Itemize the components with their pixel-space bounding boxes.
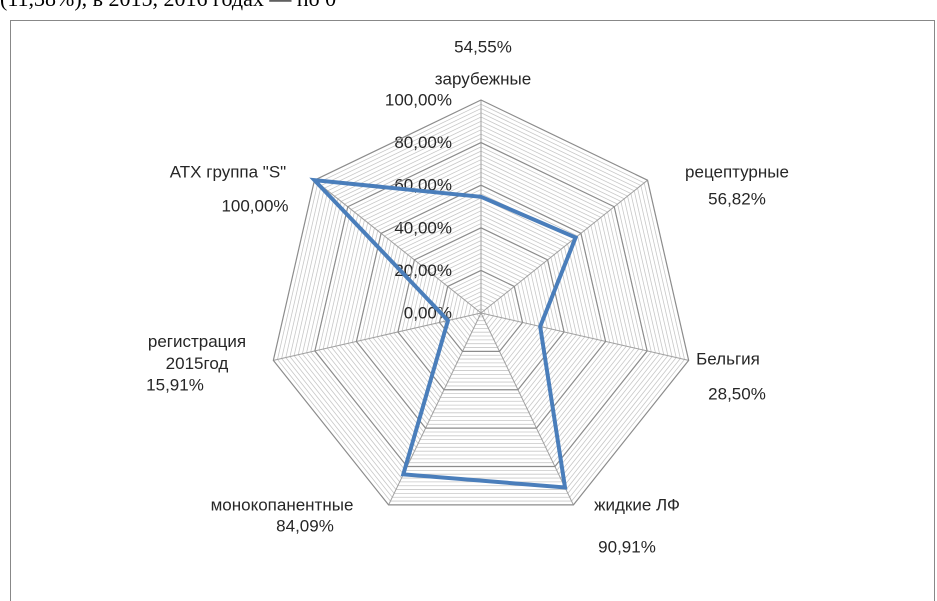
minor-grid-ring — [430, 261, 532, 360]
value-label: 54,55% — [454, 37, 512, 56]
value-label: 56,82% — [708, 189, 766, 208]
minor-grid-ring — [289, 116, 673, 490]
minor-grid-ring — [389, 218, 573, 398]
chart-border — [10, 20, 935, 601]
spoke — [480, 312, 574, 506]
tick-label: 100,00% — [385, 90, 452, 109]
minor-grid-ring — [459, 291, 503, 333]
minor-grid-ring — [318, 146, 644, 464]
spoke — [314, 179, 482, 314]
minor-grid-ring — [422, 252, 540, 368]
minor-grid-ring — [451, 282, 511, 341]
minor-grid-ring — [339, 167, 623, 444]
tick-label: 40,00% — [394, 218, 452, 237]
category-label: Бельгия — [696, 349, 760, 368]
minor-grid-ring — [281, 108, 681, 498]
tick-label: 80,00% — [394, 133, 452, 152]
grid-ring — [314, 141, 648, 468]
category-label: жидкие ЛФ — [594, 495, 680, 514]
spoke — [480, 179, 648, 314]
tick-label: 20,00% — [394, 261, 452, 280]
minor-grid-ring — [476, 308, 486, 318]
minor-grid-ring — [331, 159, 631, 452]
minor-grid-ring — [360, 189, 602, 425]
minor-grid-ring — [434, 265, 528, 356]
minor-grid-ring — [343, 171, 619, 441]
value-label: 90,91% — [598, 537, 656, 556]
minor-grid-ring — [335, 163, 627, 448]
minor-grid-ring — [405, 235, 557, 383]
minor-grid-ring — [306, 133, 656, 475]
minor-grid-ring — [351, 180, 611, 433]
minor-grid-ring — [401, 231, 561, 387]
grid-ring — [397, 227, 565, 391]
minor-grid-ring — [293, 120, 669, 487]
minor-grid-ring — [468, 299, 494, 325]
minor-grid-ring — [472, 304, 490, 322]
minor-grid-ring — [409, 240, 553, 379]
minor-grid-ring — [426, 257, 536, 364]
minor-grid-ring — [385, 214, 577, 402]
minor-grid-ring — [463, 295, 499, 329]
category-label: зарубежные — [435, 69, 531, 88]
category-label: регистрация 2015год — [147, 332, 247, 373]
category-label: монокопанентные — [211, 495, 354, 514]
minor-grid-ring — [326, 154, 636, 456]
category-label: рецептурные — [685, 162, 789, 181]
page-text: (11,38%), в 2015, 2016 годах — по 0 — [0, 0, 336, 12]
grid-ring — [355, 184, 607, 429]
minor-grid-ring — [443, 274, 519, 348]
value-label: 28,50% — [708, 384, 766, 403]
minor-grid-ring — [301, 129, 661, 479]
minor-grid-ring — [310, 137, 652, 471]
value-label: 84,09% — [276, 516, 334, 535]
minor-grid-ring — [418, 248, 544, 371]
value-label: 15,91% — [146, 375, 204, 394]
minor-grid-ring — [277, 103, 685, 502]
minor-grid-ring — [322, 150, 640, 460]
minor-grid-ring — [414, 244, 548, 375]
minor-grid-ring — [393, 223, 569, 395]
spoke — [480, 312, 689, 361]
value-label: 100,00% — [221, 196, 288, 215]
minor-grid-ring — [455, 286, 507, 337]
grid-ring — [438, 269, 524, 352]
series-line — [309, 177, 579, 490]
minor-grid-ring — [347, 176, 615, 437]
minor-grid-ring — [285, 112, 677, 494]
minor-grid-ring — [447, 278, 515, 345]
category-label: АТХ группа "S" — [170, 162, 286, 181]
grid-ring — [272, 99, 690, 506]
